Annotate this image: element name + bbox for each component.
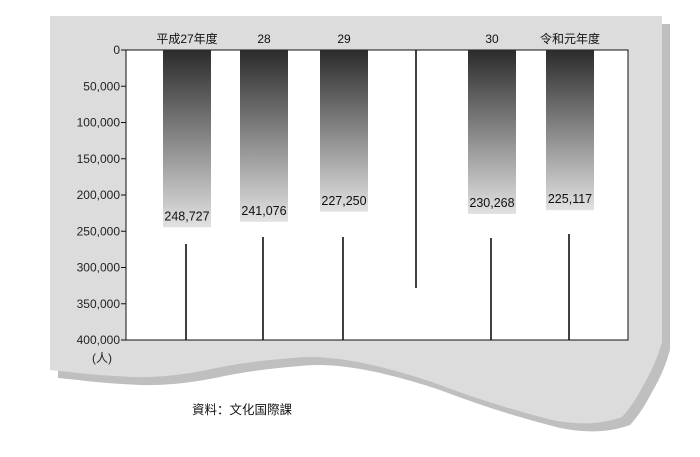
y-tick-label: 300,000 <box>77 261 121 275</box>
value-labels: 248,727 241,076 227,250 230,268 225,117 <box>164 192 592 223</box>
category-labels: 平成27年度 28 29 30 令和元年度 <box>156 31 600 46</box>
data-label: 241,076 <box>241 204 286 218</box>
y-tick-label: 200,000 <box>77 188 121 202</box>
bars <box>163 50 594 228</box>
category-label: 平成27年度 <box>156 31 217 46</box>
y-unit-label: (人) <box>92 351 112 365</box>
category-label: 令和元年度 <box>540 31 600 46</box>
data-label: 227,250 <box>321 194 366 208</box>
bar <box>468 50 516 214</box>
y-tick-label: 400,000 <box>77 333 121 347</box>
bar <box>240 50 288 222</box>
bar <box>320 50 368 212</box>
bar <box>546 50 594 211</box>
y-tick-label: 150,000 <box>77 152 121 166</box>
y-tick-label: 50,000 <box>83 79 120 93</box>
bar <box>163 50 211 228</box>
data-label: 225,117 <box>548 192 592 206</box>
category-label: 29 <box>337 32 351 46</box>
source-note: 資料：文化国際課 <box>192 402 293 417</box>
data-label: 230,268 <box>469 196 514 210</box>
y-tick-label: 350,000 <box>77 297 121 311</box>
bar-stems <box>185 234 570 340</box>
category-label: 28 <box>257 32 271 46</box>
data-label: 248,727 <box>164 209 209 223</box>
y-axis: 0 50,000 100,000 150,000 200,000 250,000 300,0… <box>77 43 126 347</box>
category-label: 30 <box>485 32 499 46</box>
y-tick-label: 0 <box>113 43 120 57</box>
y-tick-label: 100,000 <box>77 116 121 130</box>
y-tick-label: 250,000 <box>77 224 121 238</box>
